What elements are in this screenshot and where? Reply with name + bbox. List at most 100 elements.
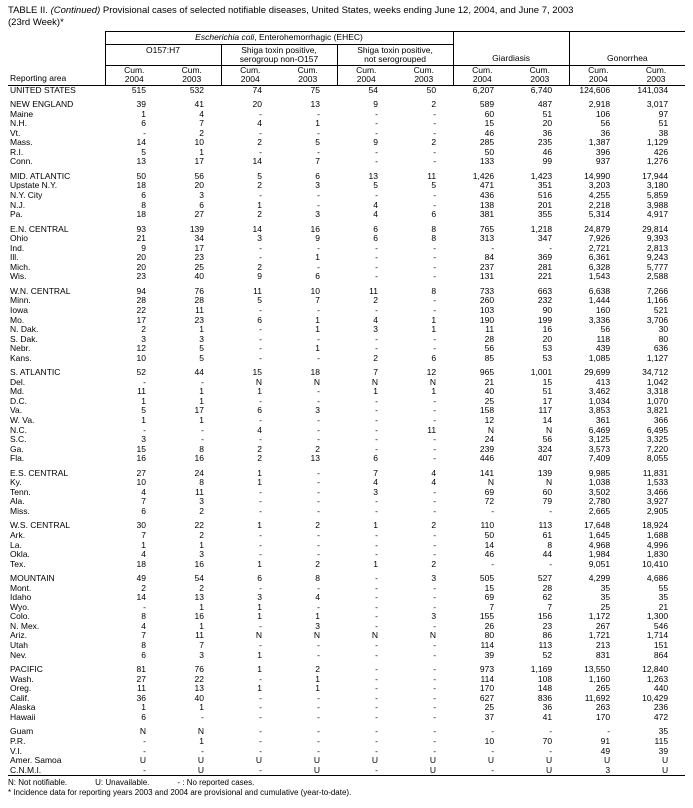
value-cell: - xyxy=(433,119,437,129)
value-cell: - xyxy=(317,531,320,541)
value-cell: - xyxy=(433,157,437,167)
value-cell: - xyxy=(375,253,378,263)
value-cell: 46 xyxy=(484,128,495,138)
notifiable-diseases-table: Escherichia coli, Enterohemorrhagic (EHE… xyxy=(8,31,686,777)
footnote-no-reported-cases: - : No reported cases. xyxy=(177,778,255,788)
value-cell: 131 xyxy=(479,272,495,282)
table-row: R.I. 5 1 - - - - 50 46 396 426 xyxy=(8,148,685,158)
value-cell: 1 xyxy=(315,315,320,325)
value-cell: - xyxy=(491,506,495,516)
table-header: Escherichia coli, Enterohemorrhagic (EHE… xyxy=(8,31,686,86)
cum-year-header: Cum. 2003 xyxy=(163,65,221,86)
value-cell: 2 xyxy=(257,181,262,191)
value-cell: - xyxy=(375,406,378,416)
value-cell: 267 xyxy=(595,621,611,631)
value-cell: 5 xyxy=(199,344,204,354)
value-cell: - xyxy=(375,665,378,675)
value-cell: - xyxy=(375,612,378,622)
value-cell: 6 xyxy=(373,234,378,244)
value-cell: 20 xyxy=(194,181,204,191)
value-cell: 3,853 xyxy=(588,406,611,416)
value-cell: - xyxy=(433,583,437,593)
value-cell: 40 xyxy=(194,272,204,282)
value-cell: - xyxy=(375,497,378,507)
value-cell: - xyxy=(375,593,378,603)
value-cell: - xyxy=(433,128,437,138)
value-cell: 61 xyxy=(542,531,553,541)
value-cell: N xyxy=(313,631,320,641)
value-cell: 86 xyxy=(542,631,553,641)
value-cell: 52 xyxy=(542,650,553,660)
value-cell: - xyxy=(433,454,437,464)
reporting-area-cell: Iowa xyxy=(10,305,28,315)
value-cell: - xyxy=(259,416,262,425)
reporting-area-cell: Nebr. xyxy=(10,344,31,354)
table-row: NEW ENGLAND 39 41 20 13 9 2 589 487 2,918 3,017 xyxy=(8,100,685,110)
value-cell: - xyxy=(201,746,204,756)
value-cell: 110 xyxy=(480,521,495,531)
value-cell: 3 xyxy=(315,406,320,416)
value-cell: 5 xyxy=(141,147,146,157)
value-cell: 6 xyxy=(315,272,320,282)
value-cell: - xyxy=(549,746,553,756)
value-cell: - xyxy=(433,109,437,119)
value-cell: - xyxy=(491,765,495,775)
value-cell: 8 xyxy=(431,286,437,296)
value-cell: 7 xyxy=(199,119,204,129)
table-row: Ohio 21 34 3 9 6 8 313 347 7,926 9,393 xyxy=(8,234,685,244)
value-cell: 44 xyxy=(194,368,204,378)
value-cell: 213 xyxy=(595,641,611,651)
value-cell: 15 xyxy=(484,119,495,129)
value-cell: 18 xyxy=(136,210,146,220)
value-cell: 4 xyxy=(373,200,378,210)
table-row: Conn. 13 17 14 7 - - 133 99 937 1,276 xyxy=(8,157,685,167)
value-cell: 1 xyxy=(141,703,146,713)
value-cell: 18 xyxy=(310,368,320,378)
table-row: Mass. 14 10 2 5 9 2 285 235 1,387 1,129 xyxy=(8,138,685,148)
reporting-area-cell: Tex. xyxy=(10,559,26,569)
value-cell: - xyxy=(259,506,262,516)
value-cell: 22 xyxy=(136,305,146,315)
value-cell: 8 xyxy=(199,478,204,488)
value-cell: 170 xyxy=(479,684,495,694)
reporting-area-cell: Miss. xyxy=(10,506,30,516)
cum-year-header: Cum. 2004 xyxy=(104,65,163,86)
value-cell: 5 xyxy=(141,406,146,416)
value-cell: 2,588 xyxy=(646,272,669,282)
value-cell: 351 xyxy=(537,181,553,191)
value-cell: 3 xyxy=(315,210,320,220)
value-cell: 25 xyxy=(484,703,495,713)
value-cell: 2 xyxy=(431,138,437,148)
value-cell: - xyxy=(433,602,437,612)
value-cell: 124,606 xyxy=(579,85,611,95)
value-cell: 2 xyxy=(257,454,262,464)
value-cell: 16 xyxy=(194,454,204,464)
reporting-area-cell: Ark. xyxy=(10,531,26,541)
value-cell: 440 xyxy=(653,684,669,694)
value-cell: 6,469 xyxy=(588,425,611,435)
value-cell: - xyxy=(143,765,146,775)
value-cell: 527 xyxy=(537,574,553,584)
table-row: W. Va. 1 1 - - - - 12 14 361 366 xyxy=(8,416,685,426)
table-row: Tex. 18 16 1 2 1 2 - - 9,051 10,410 xyxy=(8,560,685,570)
value-cell: - xyxy=(375,746,378,756)
value-cell: - xyxy=(375,727,378,737)
value-cell: 7,926 xyxy=(588,234,611,244)
value-cell: - xyxy=(317,746,320,756)
value-cell: - xyxy=(433,435,437,445)
value-cell: 663 xyxy=(537,286,553,296)
value-cell: - xyxy=(433,305,437,315)
value-cell: 74 xyxy=(252,85,262,95)
value-cell: - xyxy=(259,540,262,550)
cum-year-header: Cum. 2004 xyxy=(220,65,279,86)
value-cell: 5 xyxy=(257,296,262,306)
value-cell: - xyxy=(375,531,378,541)
value-cell: 20 xyxy=(252,100,262,110)
table-row: Ind. 9 17 - - - - - - 2,721 2,813 xyxy=(8,244,685,254)
table-row: Kans. 10 5 - - 2 6 85 53 1,085 1,127 xyxy=(8,354,685,364)
value-cell: 239 xyxy=(479,444,495,454)
value-cell: 733 xyxy=(479,286,495,296)
header-corner xyxy=(8,32,105,66)
value-cell: 1 xyxy=(373,559,378,569)
value-cell: - xyxy=(375,190,378,200)
